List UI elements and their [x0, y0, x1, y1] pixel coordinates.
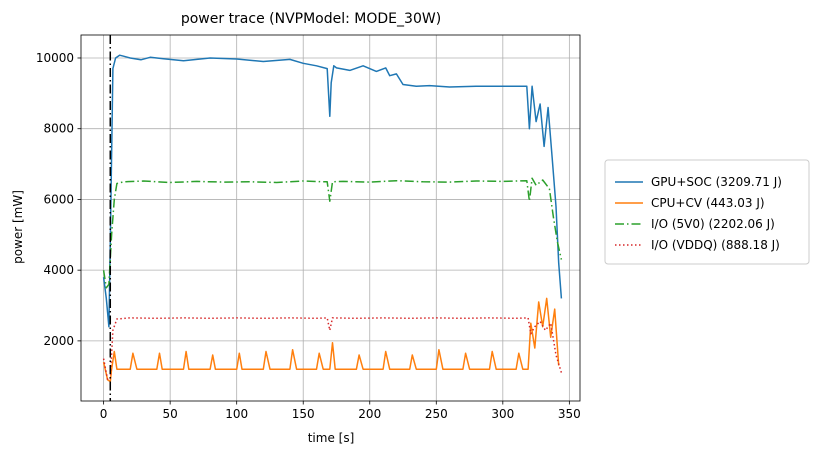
legend-label-1: GPU+SOC (3209.71 J): [651, 175, 782, 189]
x-tick-label: 200: [358, 407, 381, 421]
chart-title: power trace (NVPModel: MODE_30W): [181, 11, 441, 27]
x-axis-label: time [s]: [308, 431, 355, 445]
legend-label-2: CPU+CV (443.03 J): [651, 196, 765, 210]
y-tick-label: 4000: [43, 263, 74, 277]
series-group: [102, 35, 563, 401]
y-tick-label: 6000: [43, 192, 74, 206]
legend-label-3: I/O (5V0) (2202.06 J): [651, 217, 775, 231]
legend-label-4: I/O (VDDQ) (888.18 J): [651, 238, 780, 252]
y-tick-label: 2000: [43, 334, 74, 348]
y-tick-label: 10000: [36, 51, 74, 65]
series-line-4: [102, 317, 563, 381]
x-tick-label: 350: [558, 407, 581, 421]
series-line-3: [102, 177, 563, 289]
x-tick-label: 100: [225, 407, 248, 421]
plot-border: [80, 34, 581, 402]
axis-ticks: 0 50 100 150 200 250 300 350 2000 4000 6000 8000 100…: [36, 51, 581, 421]
x-tick-label: 0: [100, 407, 108, 421]
legend-box: [604, 159, 810, 265]
x-tick-label: 300: [491, 407, 514, 421]
axes-frame: [80, 34, 581, 402]
series-line-2: [102, 297, 560, 383]
series-lines: [102, 35, 563, 401]
y-axis-label: power [mW]: [11, 190, 25, 264]
x-tick-label: 250: [425, 407, 448, 421]
y-tick-label: 8000: [43, 122, 74, 136]
legend: GPU+SOC (3209.71 J) CPU+CV (443.03 J) I/O …: [604, 159, 810, 265]
x-tick-label: 150: [292, 407, 315, 421]
series-line-1: [102, 54, 563, 328]
x-tick-label: 50: [163, 407, 178, 421]
